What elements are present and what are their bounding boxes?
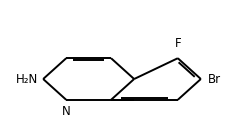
Text: Br: Br — [208, 73, 221, 86]
Text: F: F — [174, 37, 181, 50]
Text: H₂N: H₂N — [16, 73, 38, 86]
Text: N: N — [62, 105, 71, 118]
